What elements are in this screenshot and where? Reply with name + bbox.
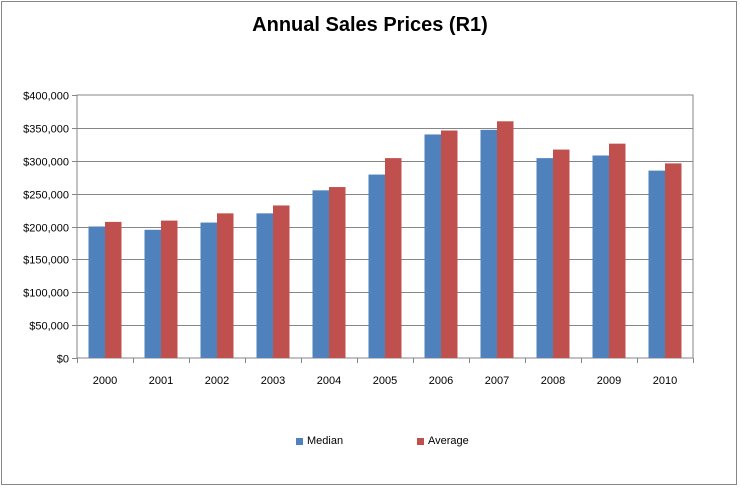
bar-median-2005	[368, 174, 385, 358]
bar-average-2003	[273, 205, 290, 358]
y-tick-label: $350,000	[23, 124, 69, 136]
x-tick-label: 2002	[205, 375, 229, 387]
x-tick-label: 2007	[485, 375, 509, 387]
x-tick-label: 2000	[93, 375, 117, 387]
y-tick-label: $250,000	[23, 190, 69, 202]
bar-median-2002	[200, 222, 217, 358]
bar-average-2008	[553, 149, 570, 358]
legend-item-median: Median	[296, 435, 343, 447]
bar-median-2001	[144, 229, 161, 358]
bar-median-2000	[88, 226, 105, 358]
y-tick-label: $0	[57, 354, 69, 366]
y-tick-label: $200,000	[23, 223, 69, 235]
bar-average-2010	[665, 163, 682, 358]
bar-average-2005	[385, 158, 402, 358]
y-tick-label: $100,000	[23, 288, 69, 300]
legend-label-median: Median	[307, 435, 344, 447]
bar-median-2010	[648, 170, 665, 358]
bar-median-2007	[480, 129, 497, 358]
legend-swatch-median	[296, 437, 303, 445]
bar-average-2001	[161, 220, 178, 358]
chart-title: Annual Sales Prices (R1)	[252, 14, 488, 36]
y-tick-label: $300,000	[23, 157, 69, 169]
bar-median-2009	[592, 155, 609, 358]
legend-label-average: Average	[428, 435, 469, 447]
bar-average-2004	[329, 187, 346, 358]
x-tick-label: 2006	[429, 375, 453, 387]
y-tick-label: $150,000	[23, 255, 69, 267]
y-tick-label: $50,000	[29, 321, 69, 333]
bar-average-2007	[497, 121, 514, 358]
x-tick-label: 2003	[261, 375, 285, 387]
bar-average-2002	[217, 213, 234, 358]
x-tick-label: 2001	[149, 375, 173, 387]
bar-median-2003	[256, 213, 273, 358]
x-tick-label: 2009	[597, 375, 621, 387]
legend: Median Average	[0, 435, 740, 451]
bar-average-2000	[105, 221, 122, 358]
bar-median-2008	[536, 158, 553, 358]
bar-median-2006	[424, 134, 441, 358]
bar-median-2004	[312, 190, 329, 358]
x-tick-label: 2008	[541, 375, 565, 387]
x-tick-label: 2010	[653, 375, 677, 387]
x-tick-label: 2005	[373, 375, 397, 387]
legend-swatch-average	[417, 437, 424, 445]
legend-item-average: Average	[417, 435, 469, 447]
bar-average-2009	[609, 143, 626, 358]
bar-average-2006	[441, 130, 458, 358]
x-tick-label: 2004	[317, 375, 341, 387]
y-tick-label: $400,000	[23, 91, 69, 103]
